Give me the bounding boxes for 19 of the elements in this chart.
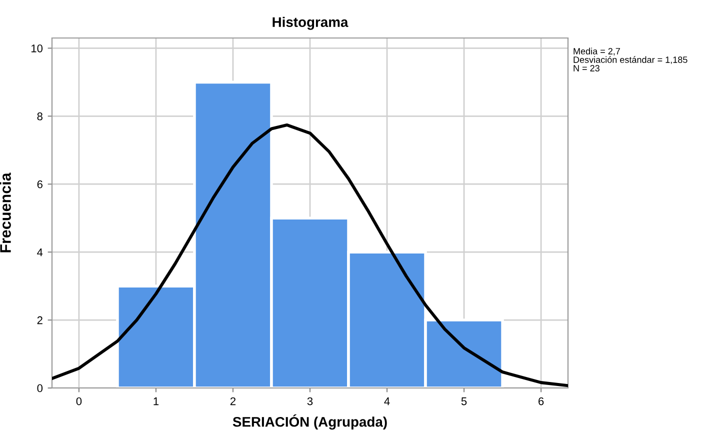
x-tick-label: 3: [307, 397, 313, 406]
x-tick-label: 1: [154, 397, 159, 406]
y-tick-label: 8: [37, 112, 42, 120]
text: Media = 2,7: [574, 48, 620, 56]
text: N = 23: [574, 65, 600, 72]
text: Desviación estándar = 1,185: [574, 56, 688, 64]
x-tick-label: 2: [230, 397, 236, 406]
x-axis-title: SERIACIÓN (Agrupada): [232, 414, 387, 430]
x-tick-label: 4: [384, 397, 390, 406]
chart-title: Histograma: [272, 16, 348, 30]
y-tick-label: 0: [37, 384, 43, 392]
y-axis-title: Frecuencia: [0, 172, 11, 252]
x-tick-label: 5: [461, 397, 467, 406]
y-tick-label: 4: [37, 248, 43, 256]
x-tick-label: 6: [538, 397, 544, 406]
y-tick-label: 6: [37, 180, 42, 188]
x-tick-label: 0: [76, 397, 82, 406]
y-tick-label: 10: [31, 44, 43, 52]
y-tick-label: 2: [37, 316, 42, 324]
